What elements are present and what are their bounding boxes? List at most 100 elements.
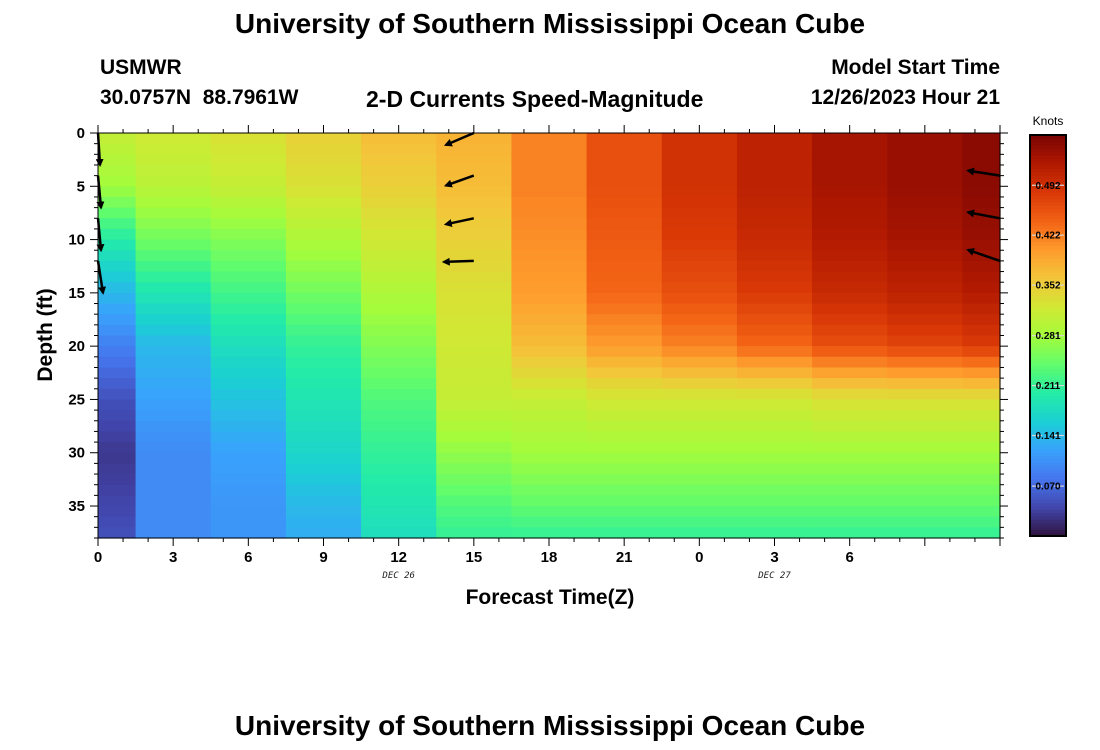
heatmap-cell [887,133,964,145]
heatmap-cell [135,516,212,528]
x-tick-labels: 0 3 6 9 12 15 18 21 0 3 6 [94,549,854,566]
colorbar-segment [1030,322,1066,327]
heatmap-cell [436,367,513,379]
heatmap-cell [361,335,437,347]
heatmap-cell [98,378,137,390]
heatmap-cell [586,452,663,464]
heatmap-cell [812,154,888,166]
heatmap-cell [135,303,212,315]
colorbar-segment [1030,231,1066,236]
heatmap-cell [210,399,287,411]
heatmap-cell [661,431,738,443]
heatmap-cell [511,175,588,187]
heatmap-cell [285,207,362,219]
heatmap-cell [962,452,1001,464]
heatmap-cell [135,367,212,379]
colorbar-segment [1030,325,1066,330]
colorbar-segment [1030,295,1066,300]
heatmap-cell [511,292,588,305]
heatmap-cell [98,356,137,369]
heatmap-cell [812,442,888,454]
heatmap-cell [98,399,137,411]
heatmap-cell [661,506,738,518]
colorbar-segment [1030,482,1066,487]
heatmap-cell [285,133,362,145]
heatmap-cell [511,527,588,539]
heatmap-cell [962,442,1001,454]
heatmap-cell [812,463,888,475]
x-tick-label: 0 [94,549,102,566]
heatmap-cell [511,303,588,315]
heatmap-cell [736,367,813,379]
heatmap-cell [210,474,287,486]
heatmap-cell [511,378,588,390]
heatmap-cell [962,196,1001,209]
heatmap-cell [98,292,137,305]
heatmap-cell [736,303,813,315]
heatmap-cell [210,196,287,209]
heatmap-cell [661,260,738,273]
heatmap-cell [511,399,588,411]
heatmap-cell [511,218,588,230]
heatmap-cell [511,186,588,198]
heatmap-cell [736,207,813,219]
heatmap-cell [586,527,663,539]
heatmap-cell [135,335,212,347]
heatmap-cell [436,143,513,155]
colorbar-segment [1030,409,1066,413]
colorbar-segment [1030,185,1066,190]
heatmap-cell [962,303,1001,315]
heatmap-cell [210,207,287,219]
heatmap-cell [736,250,813,262]
heatmap-cell [436,388,513,401]
colorbar-segment [1030,425,1066,430]
model-start-label: Model Start Time [831,56,1000,79]
heatmap-cell [511,271,588,283]
colorbar-segment [1030,509,1066,514]
colorbar-segment [1030,171,1066,176]
heatmap-cell [962,506,1001,518]
heatmap-cell [586,292,663,305]
heatmap-cell [511,506,588,518]
heatmap-cell [436,239,513,251]
y-tick-label: 10 [68,232,85,249]
y-tick-labels: 0 5 10 15 20 25 30 35 [68,125,85,515]
heatmap-cell [736,442,813,454]
colorbar-segment [1030,502,1066,507]
heatmap-cell [436,282,513,294]
heatmap-cell [887,410,964,422]
colorbar-segment [1030,512,1066,517]
heatmap-cell [285,367,362,379]
heatmap-cell [98,335,137,347]
heatmap-cell [98,474,137,486]
colorbar-segment [1030,158,1066,163]
heatmap-cell [135,474,212,486]
colorbar-segment [1030,395,1066,400]
heatmap-cell [285,164,362,177]
heatmap-cell [210,133,287,145]
heatmap-cell [812,260,888,273]
colorbar-segment [1030,525,1066,530]
heatmap-cell [285,452,362,464]
heatmap-cell [812,431,888,443]
heatmap-cell [586,154,663,166]
heatmap-cell [661,154,738,166]
colorbar-segment [1030,315,1066,320]
x-tick-label: 18 [541,549,558,566]
colorbar-segment [1030,198,1066,203]
heatmap-cell [962,271,1001,283]
colorbar-segment [1030,345,1066,350]
current-vector-arrow [443,217,475,227]
heatmap-cell [285,420,362,433]
x-tick-label: 12 [390,549,407,566]
colorbar-segment [1030,338,1066,343]
colorbar-segment [1030,285,1066,290]
heatmap-cell [586,133,663,145]
heatmap-cell [285,154,362,166]
heatmap-cell [887,431,964,443]
heatmap-cell [135,282,212,294]
colorbar-segment [1030,455,1066,460]
heatmap-cell [210,463,287,475]
heatmap-cell [962,282,1001,294]
colorbar: 0.070 0.141 0.211 0.281 0.352 0.422 0.492 [1029,134,1067,537]
